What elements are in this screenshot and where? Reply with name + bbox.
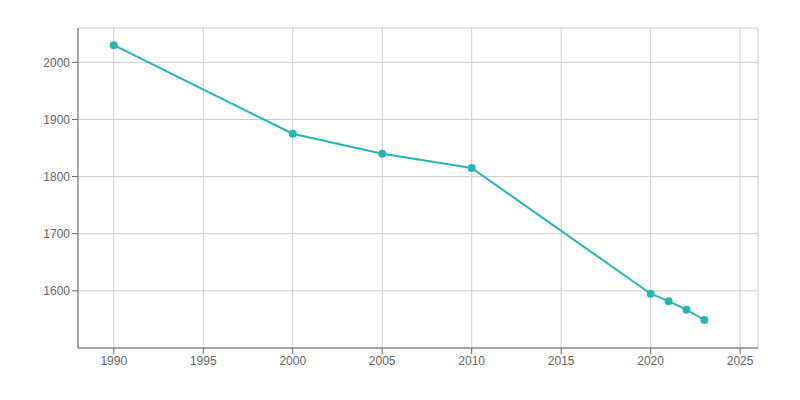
svg-text:1600: 1600 bbox=[43, 284, 70, 298]
svg-text:2005: 2005 bbox=[369, 354, 396, 368]
svg-text:2000: 2000 bbox=[43, 56, 70, 70]
svg-text:2025: 2025 bbox=[727, 354, 754, 368]
svg-text:2015: 2015 bbox=[548, 354, 575, 368]
svg-text:1990: 1990 bbox=[100, 354, 127, 368]
svg-text:2020: 2020 bbox=[637, 354, 664, 368]
svg-text:1995: 1995 bbox=[190, 354, 217, 368]
svg-text:2010: 2010 bbox=[458, 354, 485, 368]
svg-text:2000: 2000 bbox=[279, 354, 306, 368]
svg-text:1800: 1800 bbox=[43, 170, 70, 184]
svg-text:1900: 1900 bbox=[43, 113, 70, 127]
svg-text:1700: 1700 bbox=[43, 227, 70, 241]
